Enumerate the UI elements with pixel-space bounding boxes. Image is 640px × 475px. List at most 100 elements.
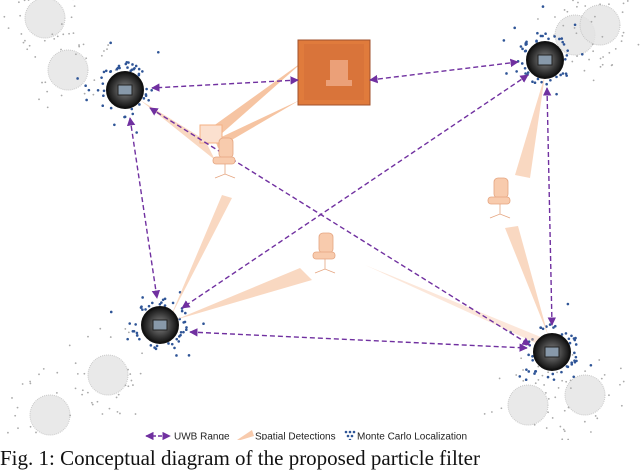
chair-back: [218, 137, 234, 159]
ghost-robot: [29, 394, 71, 436]
particle: [574, 336, 577, 340]
particle: [584, 370, 587, 373]
particle: [619, 383, 621, 386]
particle: [126, 337, 129, 341]
particle: [561, 72, 565, 75]
particle: [70, 16, 73, 19]
particle: [158, 302, 162, 306]
particle: [179, 330, 183, 334]
particle: [90, 401, 93, 404]
particle: [622, 31, 625, 34]
particle: [102, 70, 106, 74]
particle: [53, 37, 56, 40]
particle: [85, 98, 88, 102]
particle: [524, 378, 528, 382]
particle: [554, 16, 556, 18]
particle: [522, 369, 524, 371]
chair-back: [493, 177, 509, 199]
particle: [588, 58, 590, 61]
particle: [591, 43, 594, 46]
particle: [553, 35, 556, 38]
particle: [29, 382, 32, 385]
chair-base: [314, 268, 336, 274]
particle: [83, 372, 86, 375]
particle: [74, 387, 77, 390]
particle: [101, 82, 105, 85]
particle: [600, 377, 603, 380]
particle: [523, 49, 527, 53]
particle: [594, 415, 597, 417]
particle: [537, 365, 540, 368]
particle: [596, 417, 599, 420]
particle: [117, 64, 121, 68]
particle: [170, 342, 174, 346]
particle: [498, 377, 501, 380]
particle: [608, 394, 610, 397]
particle: [117, 393, 120, 396]
particle: [138, 103, 141, 106]
chairs: [212, 137, 511, 274]
particle: [129, 373, 132, 375]
particle: [573, 23, 577, 27]
particle: [592, 50, 595, 53]
particle: [566, 365, 570, 369]
particle: [569, 387, 572, 390]
particle: [3, 15, 6, 18]
particle: [571, 353, 574, 356]
particle: [531, 338, 534, 341]
particle: [621, 11, 624, 14]
particle: [524, 72, 527, 75]
particle: [177, 340, 181, 343]
particle: [559, 425, 562, 428]
particle: [153, 346, 156, 349]
particle: [590, 20, 593, 23]
particle: [72, 32, 75, 35]
particle: [100, 76, 103, 79]
particle: [35, 431, 37, 434]
particle: [520, 62, 524, 65]
particle: [575, 32, 578, 35]
particle: [60, 94, 63, 97]
particle: [60, 23, 63, 25]
particle: [155, 344, 159, 348]
particle: [566, 302, 570, 306]
particle: [544, 32, 547, 36]
particle: [526, 71, 530, 74]
particle: [573, 359, 576, 362]
particle: [41, 81, 43, 84]
ghost-robot: [507, 384, 549, 426]
particle: [7, 27, 10, 30]
particle: [584, 5, 587, 7]
particle: [138, 337, 141, 341]
particle: [622, 380, 625, 383]
particle: [519, 45, 523, 48]
particle: [56, 371, 59, 374]
particle: [139, 306, 143, 309]
particle: [109, 310, 113, 314]
particle: [570, 334, 573, 338]
particle: [81, 389, 84, 392]
particle: [545, 82, 548, 86]
particle: [594, 15, 596, 18]
particle: [46, 90, 49, 93]
particle: [620, 404, 623, 407]
ghost-robot: [47, 49, 89, 91]
particle: [27, 0, 30, 1]
particle: [562, 24, 565, 27]
particle: [185, 326, 188, 329]
particle: [109, 70, 112, 74]
chair: [487, 177, 511, 219]
particle: [139, 372, 142, 375]
particle: [560, 333, 564, 336]
diagram: UWB Range Spatial Detections Monte Carlo…: [3, 0, 640, 464]
chair-base: [214, 173, 236, 179]
particle: [26, 48, 29, 51]
particle: [583, 69, 586, 72]
particle: [547, 371, 550, 374]
particle: [156, 50, 160, 54]
particle: [131, 329, 135, 333]
particle: [96, 89, 100, 92]
chair-base: [489, 213, 511, 219]
particle: [86, 391, 89, 394]
particle: [536, 31, 539, 35]
